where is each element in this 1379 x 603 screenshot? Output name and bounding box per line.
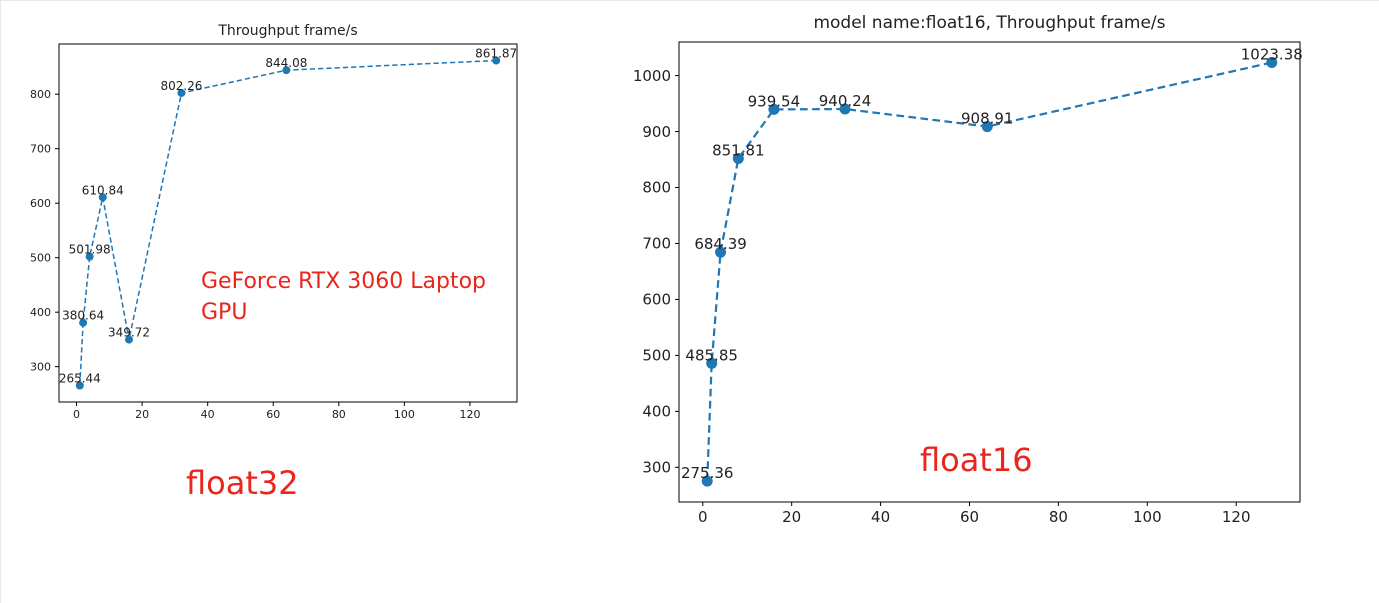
float16-chart-plot-frame <box>678 41 1301 503</box>
float32-chart-y-tick-label: 500 <box>30 252 51 265</box>
float16-chart-y-tick-label: 400 <box>642 403 671 421</box>
float16-chart-y-tick-label: 900 <box>642 123 671 141</box>
float16-chart-data-label: 940.24 <box>819 92 872 110</box>
float16-chart-x-tick-label: 20 <box>782 508 801 526</box>
float32-chart-y-tick-label: 800 <box>30 88 51 101</box>
float32-chart-data-label: 610.84 <box>82 183 124 197</box>
float32-chart-data-label: 861.87 <box>475 46 517 60</box>
float32-chart-y-tick-label: 700 <box>30 143 51 156</box>
float16-chart-data-label: 485.85 <box>685 346 738 364</box>
float32-chart-x-tick-label: 20 <box>135 408 149 421</box>
float16-chart-series-line <box>706 61 1273 482</box>
float16-chart-y-tick-label: 300 <box>642 459 671 477</box>
float16-chart-data-point <box>701 475 713 487</box>
float16-chart-x-tick-label: 40 <box>871 508 890 526</box>
float32-chart-data-point <box>492 56 501 65</box>
float16-chart-x-tick-label: 100 <box>1133 508 1162 526</box>
float16-chart-data-point <box>715 246 727 258</box>
float32-chart-title: Throughput frame/s <box>217 23 357 39</box>
float16-chart-data-label: 684.39 <box>694 235 747 253</box>
float16-chart-data-point <box>706 357 718 369</box>
float32-chart-data-label: 844.08 <box>265 56 307 70</box>
float16-chart-data-point <box>768 103 780 115</box>
float16-chart-data-label: 1023.38 <box>1241 45 1303 63</box>
float32-annotation: float32 <box>186 464 299 502</box>
float16-annotation: float16 <box>920 441 1033 479</box>
float32-chart-data-point <box>75 381 84 390</box>
float32-chart-x-tick-label: 0 <box>73 408 80 421</box>
float16-chart-data-label: 939.54 <box>748 92 801 110</box>
float16-chart-data-point <box>981 121 993 133</box>
float16-chart-data-point <box>732 153 744 165</box>
float16-chart-data-label: 851.81 <box>712 142 765 160</box>
float32-chart-x-tick-label: 120 <box>459 408 480 421</box>
float32-chart-data-label: 802.26 <box>160 79 202 93</box>
float32-chart-y-tick-label: 400 <box>30 306 51 319</box>
float32-chart-y-tick-label: 600 <box>30 197 51 210</box>
float32-chart-data-label: 380.64 <box>62 309 104 323</box>
float32-chart-data-point <box>85 252 94 261</box>
float32-chart-data-point <box>124 335 133 344</box>
float16-chart-x-tick-label: 0 <box>698 508 708 526</box>
float32-chart-data-label: 501.98 <box>69 243 111 257</box>
float32-chart-x-tick-label: 100 <box>394 408 415 421</box>
float32-chart-data-point <box>282 66 291 75</box>
float32-chart-data-point <box>98 193 107 202</box>
float32-chart-y-tick-label: 300 <box>30 361 51 374</box>
float16-chart-data-label: 908.91 <box>961 110 1014 128</box>
float32-chart-plot-frame <box>58 43 518 403</box>
float32-chart-data-point <box>79 318 88 327</box>
float32-chart-data-label: 349.72 <box>108 326 150 340</box>
float16-chart-y-tick-label: 500 <box>642 347 671 365</box>
float16-chart-data-label: 275.36 <box>681 464 734 482</box>
float16-chart-x-tick-label: 60 <box>960 508 979 526</box>
float16-chart-title: model name:float16, Throughput frame/s <box>813 13 1165 33</box>
float32-chart-x-tick-label: 80 <box>332 408 346 421</box>
float32-chart-data-point <box>177 88 186 97</box>
float32-chart-x-tick-label: 60 <box>266 408 280 421</box>
float16-chart-y-tick-label: 600 <box>642 291 671 309</box>
float16-chart-y-tick-label: 1000 <box>633 67 671 85</box>
float16-chart-y-tick-label: 700 <box>642 235 671 253</box>
float32-chart-x-tick-label: 40 <box>201 408 215 421</box>
float16-chart-y-tick-label: 800 <box>642 179 671 197</box>
float32-chart-data-label: 265.44 <box>59 372 101 386</box>
float16-chart-x-tick-label: 80 <box>1049 508 1068 526</box>
float16-chart-x-tick-label: 120 <box>1222 508 1251 526</box>
gpu-annotation: GeForce RTX 3060 Laptop GPU <box>201 269 487 325</box>
float16-chart-data-point <box>1266 56 1278 68</box>
float16-chart-data-point <box>839 103 851 115</box>
